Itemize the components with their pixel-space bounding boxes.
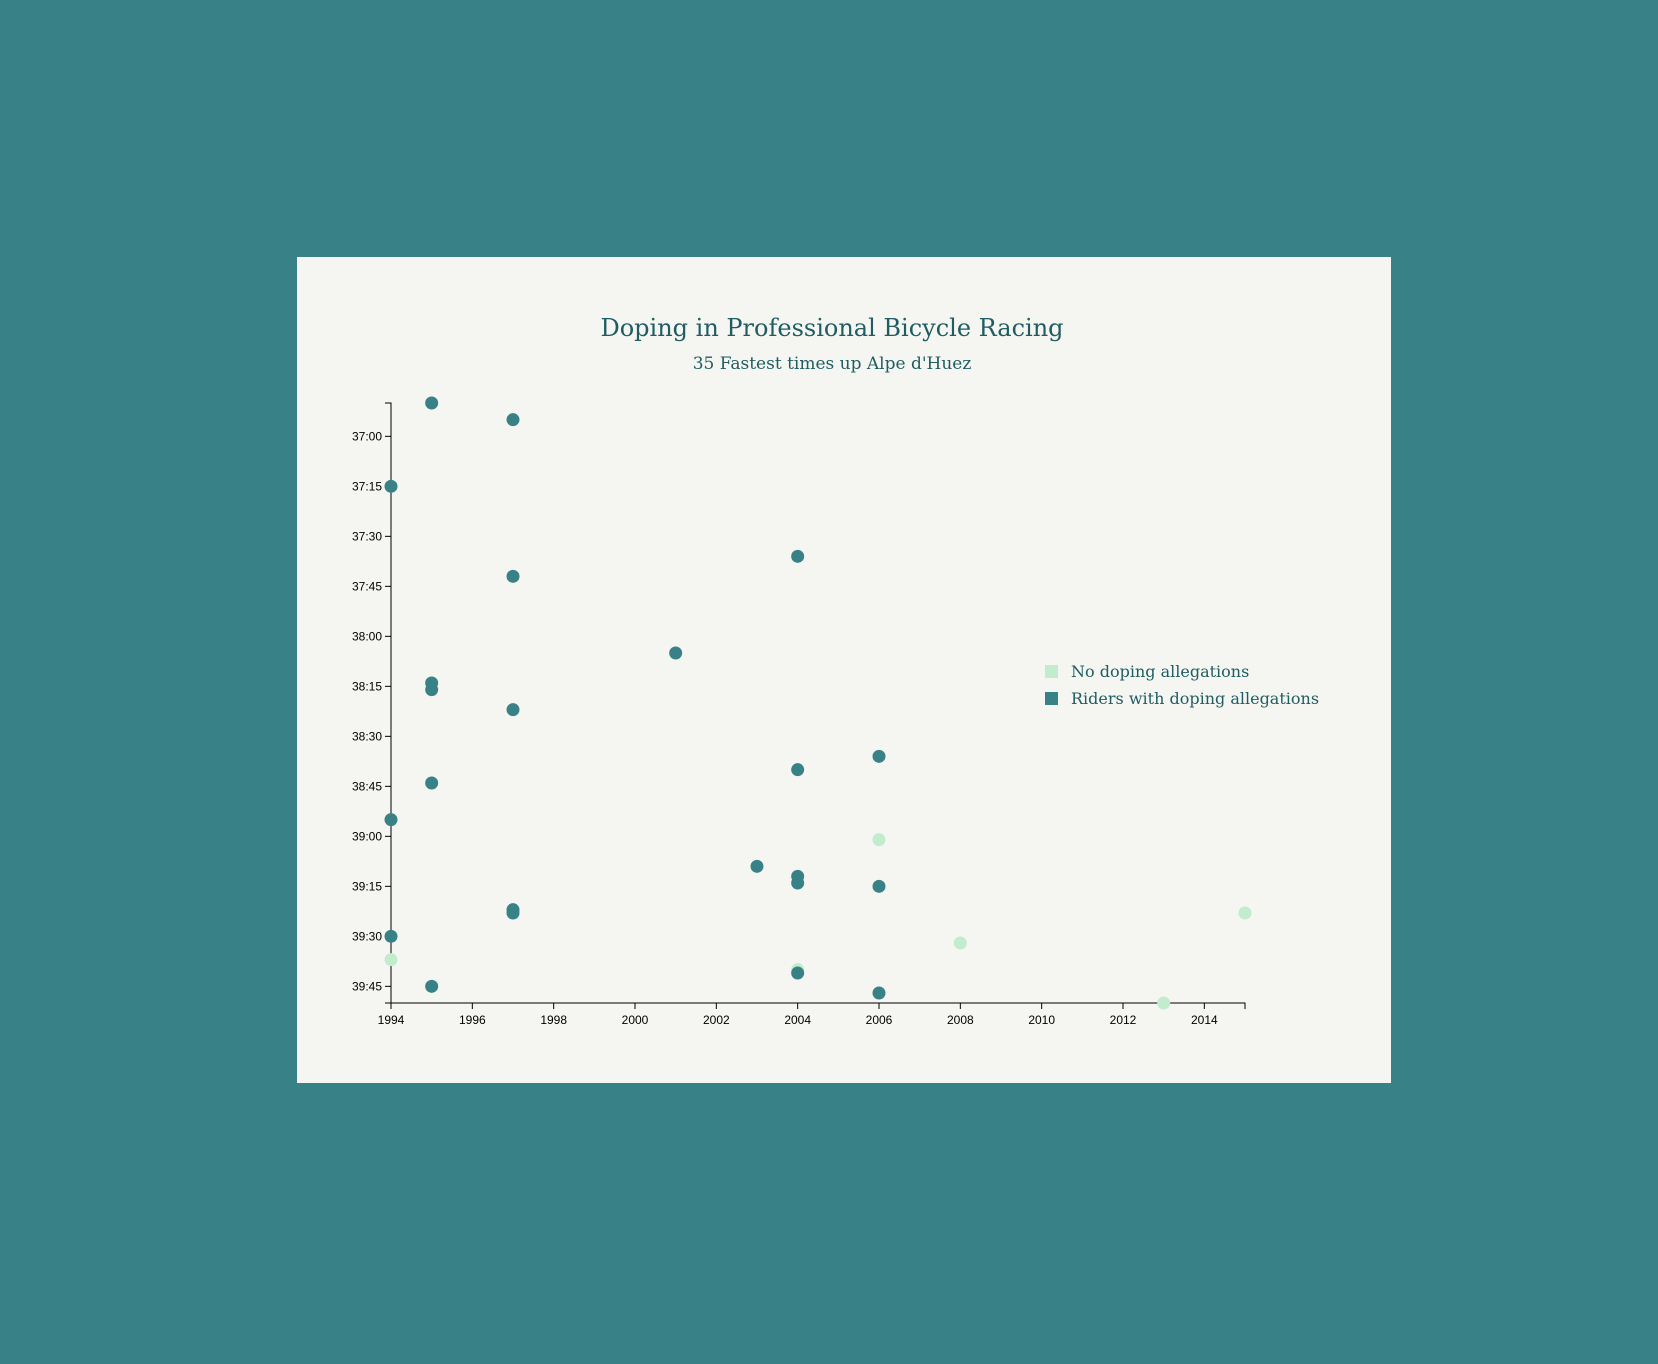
- data-point: [425, 683, 439, 697]
- data-point: [953, 936, 967, 950]
- data-point: [425, 396, 439, 410]
- data-point: [506, 703, 520, 717]
- y-tick-label: 38:45: [352, 779, 382, 793]
- legend-label: No doping allegations: [1071, 662, 1249, 681]
- data-point: [1238, 906, 1252, 920]
- x-tick-label: 1994: [378, 1013, 405, 1027]
- data-point: [506, 906, 520, 920]
- legend: No doping allegations Riders with doping …: [1045, 662, 1319, 708]
- chart-card: Doping in Professional Bicycle Racing 35…: [297, 257, 1391, 1083]
- data-point: [669, 646, 683, 660]
- data-point: [506, 569, 520, 583]
- y-axis: 37:00 37:15 37:30 37:45 38:00 38:15 38:30 38:45…: [352, 402, 392, 1004]
- x-tick-label: 2002: [703, 1013, 730, 1027]
- y-tick-label: 38:15: [352, 679, 382, 693]
- data-point: [791, 966, 805, 980]
- data-point: [750, 859, 764, 873]
- data-point: [872, 749, 886, 763]
- x-axis-line: [390, 1002, 1246, 1009]
- scatter-chart: Doping in Professional Bicycle Racing 35…: [352, 314, 1319, 1027]
- chart-title: Doping in Professional Bicycle Racing: [600, 314, 1063, 342]
- y-tick-label: 37:15: [352, 479, 382, 493]
- y-axis-line: [385, 402, 392, 1004]
- data-point: [1157, 996, 1171, 1010]
- y-tick-label: 37:45: [352, 579, 382, 593]
- x-tick-label: 2010: [1028, 1013, 1055, 1027]
- x-tick-label: 2006: [866, 1013, 893, 1027]
- legend-swatch: [1045, 665, 1058, 678]
- y-tick-label: 39:15: [352, 879, 382, 893]
- y-tick-label: 37:30: [352, 529, 382, 543]
- data-point: [506, 413, 520, 427]
- legend-label: Riders with doping allegations: [1071, 689, 1319, 708]
- x-tick-label: 2000: [622, 1013, 649, 1027]
- x-axis: 1994 1996 1998 2000 2002 2004 2006 2008 2010 2012…: [378, 1002, 1246, 1027]
- x-tick-label: 1996: [459, 1013, 486, 1027]
- x-tick-label: 2004: [784, 1013, 811, 1027]
- data-point: [425, 979, 439, 993]
- chart-subtitle: 35 Fastest times up Alpe d'Huez: [693, 354, 972, 374]
- data-point: [791, 549, 805, 563]
- legend-swatch: [1045, 692, 1058, 705]
- data-point: [872, 833, 886, 847]
- y-tick-label: 39:30: [352, 929, 382, 943]
- x-tick-label: 2008: [947, 1013, 974, 1027]
- data-point: [791, 763, 805, 777]
- data-point: [384, 479, 398, 493]
- x-tick-label: 1998: [540, 1013, 567, 1027]
- data-points: [384, 396, 1252, 1010]
- y-tick-label: 38:00: [352, 629, 382, 643]
- x-tick-label: 2012: [1110, 1013, 1137, 1027]
- x-tick-label: 2014: [1191, 1013, 1218, 1027]
- y-tick-label: 38:30: [352, 729, 382, 743]
- data-point: [872, 986, 886, 1000]
- data-point: [384, 929, 398, 943]
- data-point: [791, 876, 805, 890]
- data-point: [872, 879, 886, 893]
- data-point: [425, 776, 439, 790]
- y-tick-label: 39:00: [352, 829, 382, 843]
- data-point: [384, 953, 398, 967]
- data-point: [384, 813, 398, 827]
- y-tick-label: 37:00: [352, 429, 382, 443]
- y-tick-label: 39:45: [352, 979, 382, 993]
